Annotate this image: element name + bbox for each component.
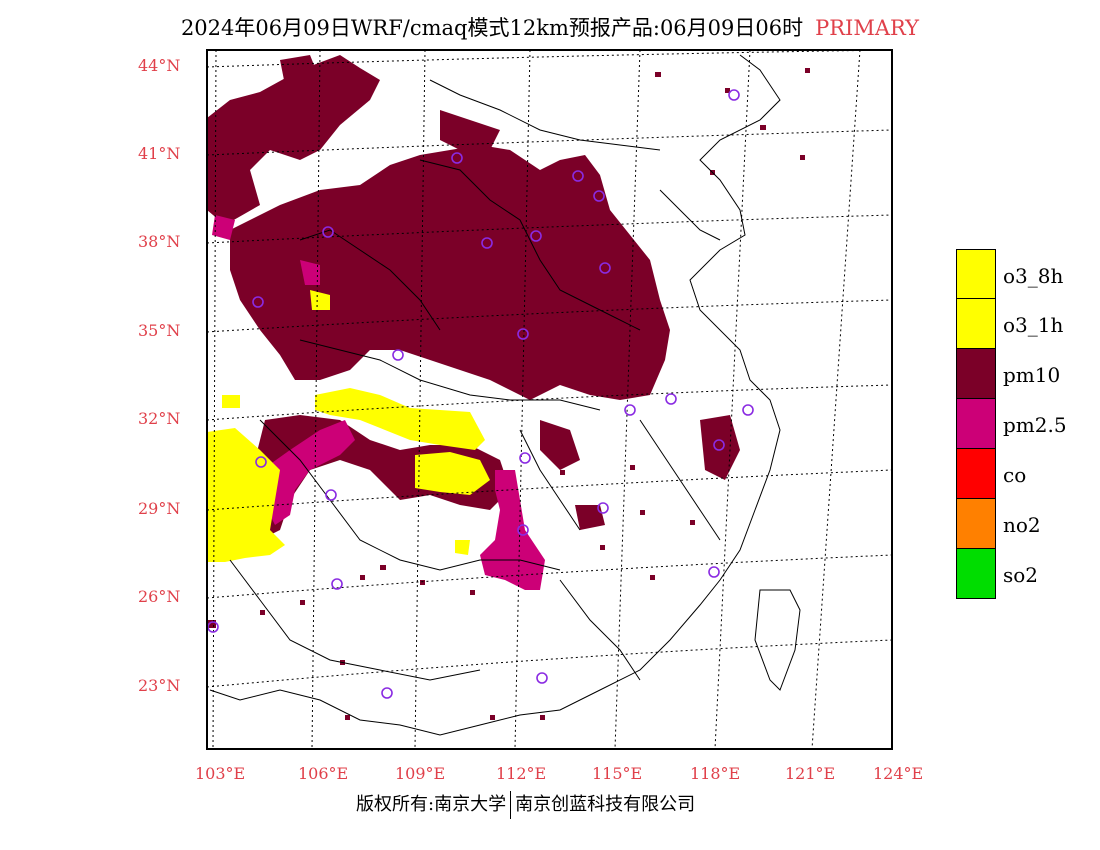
legend-label: co [1003,463,1027,487]
lon-label-109: 109°E [395,764,446,783]
pm10-region-northeast [440,110,500,150]
o3-region-central [315,388,485,450]
copyright-footer: 版权所有:南京大学 南京创蓝科技有限公司 [356,790,695,819]
lat-label-32: 32°N [138,409,181,428]
o3-region-shaanxi [310,290,330,310]
title-primary-tag: PRIMARY [815,16,920,40]
pm10-region-north [207,55,380,225]
lat-label-41: 41°N [138,144,181,163]
legend-item-pm10: pm10 [956,349,1060,399]
lon-label-121: 121°E [785,764,836,783]
map-title: 2024年06月09日WRF/cmaq模式12km预报产品:06月09日06时 P… [0,12,1100,42]
legend-item-no2: no2 [956,499,1041,549]
lat-label-35: 35°N [138,321,181,340]
legend-item-o3-1h: o3_1h [956,299,1063,349]
graticule [207,50,892,749]
legend-label: no2 [1003,513,1041,537]
legend-label: o3_1h [1003,313,1064,337]
pm10-regions [207,55,740,540]
lon-label-103: 103°E [195,764,246,783]
pm10-region-north-top [280,55,320,95]
scattered-specks [208,68,810,720]
title-text: 2024年06月09日WRF/cmaq模式12km预报产品:06月09日06时 [180,16,804,40]
footer-separator [510,791,512,819]
pm10-region-east [700,415,740,480]
legend-item-so2: so2 [956,549,1038,599]
lat-label-44: 44°N [138,56,181,75]
lon-label-115: 115°E [592,764,643,783]
pm10-region-small [575,505,605,530]
lon-label-112: 112°E [496,764,547,783]
lat-label-29: 29°N [138,499,181,518]
legend-item-pm25: pm2.5 [956,399,1067,449]
pm10-region-central [230,145,670,400]
pollutant-legend: o3_8h o3_1h pm10 pm2.5 co no2 so2 [956,249,1067,599]
lat-label-23: 23°N [138,676,181,695]
lon-label-106: 106°E [298,764,349,783]
map-frame [206,49,893,750]
legend-label: pm10 [1003,363,1061,387]
o3-region-tiny [222,395,240,408]
pm25-region-west [212,215,235,240]
pm25-region-sichuan [262,420,355,525]
lat-label-26: 26°N [138,587,181,606]
pm10-region-mid [540,420,580,470]
legend-item-o3-8h: o3_8h [956,249,1063,299]
o3-region-small [455,540,470,555]
lon-label-118: 118°E [690,764,741,783]
copyright-right: 南京创蓝科技有限公司 [515,794,696,815]
pm25-region-shanxi [300,260,320,285]
legend-label: o3_8h [1003,264,1064,288]
lon-label-124: 124°E [873,764,924,783]
copyright-left: 版权所有:南京大学 [356,794,507,815]
o3-region-chongqing [415,452,490,495]
lat-label-38: 38°N [138,232,181,251]
legend-item-co: co [956,449,1026,499]
boundaries [209,54,801,736]
legend-label: so2 [1003,563,1039,587]
legend-label: pm2.5 [1003,413,1067,437]
